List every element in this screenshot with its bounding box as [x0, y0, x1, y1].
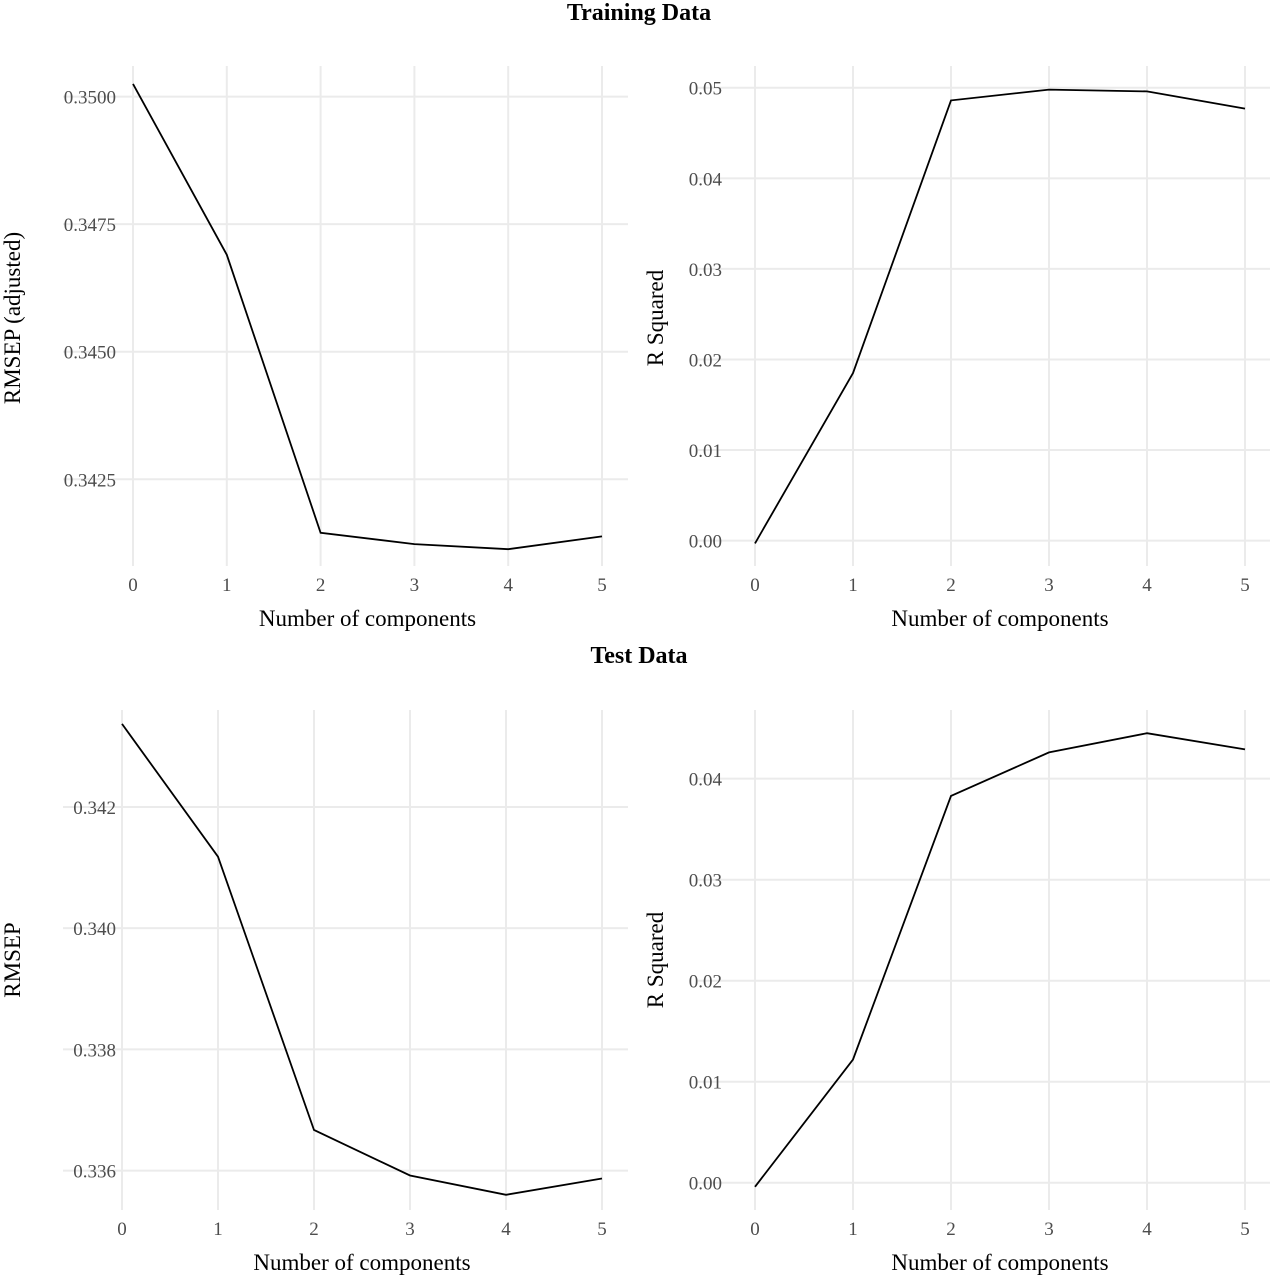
r-squared-train-chart: 0.00 0.01 0.02 0.03 0.04 0.05 0 1 2 3 4 5 Number of … — [643, 66, 1270, 631]
y-tick-label: 0.3450 — [64, 343, 116, 364]
y-tick-label: 0.05 — [689, 79, 722, 100]
x-tick-label: 1 — [222, 575, 232, 596]
x-tick-label: 3 — [1044, 1219, 1054, 1240]
test-data-title: Test Data — [590, 643, 688, 669]
y-tick-label: 0.00 — [689, 1174, 722, 1195]
y-tick-label: 0.04 — [689, 169, 723, 190]
x-tick-label: 5 — [597, 1219, 607, 1240]
y-axis-title: R Squared — [643, 269, 668, 366]
x-tick-label: 4 — [503, 575, 513, 596]
y-tick-label: 0.340 — [73, 919, 116, 940]
rmsep-adjusted-train-chart: 0.3425 0.3450 0.3475 0.3500 0 1 2 3 4 5 Number of … — [0, 66, 628, 631]
x-tick-label: 2 — [316, 575, 326, 596]
x-tick-label: 1 — [848, 575, 858, 596]
y-tick-label: 0.3500 — [64, 88, 116, 109]
x-tick-label: 4 — [501, 1219, 511, 1240]
x-tick-label: 3 — [1044, 575, 1054, 596]
y-tick-label: 0.03 — [689, 260, 722, 281]
x-tick-label: 4 — [1142, 575, 1152, 596]
x-tick-label: 2 — [309, 1219, 319, 1240]
x-tick-label: 1 — [848, 1219, 858, 1240]
x-axis-title: Number of components — [259, 606, 476, 631]
y-tick-label: 0.02 — [689, 350, 722, 371]
y-tick-label: 0.04 — [689, 770, 723, 791]
y-tick-label: 0.338 — [73, 1040, 116, 1061]
y-tick-label: 0.00 — [689, 532, 722, 553]
x-tick-label: 0 — [117, 1219, 127, 1240]
y-tick-label: 0.01 — [689, 1073, 722, 1094]
x-tick-label: 5 — [1240, 575, 1250, 596]
y-tick-label: 0.336 — [73, 1162, 116, 1183]
x-tick-label: 2 — [946, 1219, 956, 1240]
x-tick-label: 2 — [946, 575, 956, 596]
x-axis-title: Number of components — [253, 1250, 470, 1275]
y-axis-title: RMSEP — [0, 922, 25, 997]
x-tick-label: 3 — [405, 1219, 415, 1240]
x-tick-label: 0 — [128, 575, 138, 596]
y-tick-label: 0.01 — [689, 441, 722, 462]
y-tick-label: 0.342 — [73, 798, 116, 819]
x-tick-label: 4 — [1142, 1219, 1152, 1240]
x-axis-title: Number of components — [891, 606, 1108, 631]
training-data-title: Training Data — [566, 0, 712, 26]
y-tick-label: 0.3425 — [64, 470, 116, 491]
x-tick-label: 0 — [750, 575, 760, 596]
x-tick-label: 3 — [410, 575, 420, 596]
series-line — [132, 83, 603, 551]
x-tick-label: 5 — [1240, 1219, 1250, 1240]
x-tick-label: 5 — [597, 575, 607, 596]
series-line — [121, 723, 603, 1196]
y-axis-title: RMSEP (adjusted) — [0, 232, 25, 404]
x-tick-label: 0 — [750, 1219, 760, 1240]
series-line — [754, 88, 1246, 544]
y-tick-label: 0.02 — [689, 972, 722, 993]
y-tick-label: 0.3475 — [64, 215, 116, 236]
x-tick-label: 1 — [213, 1219, 223, 1240]
y-tick-label: 0.03 — [689, 871, 722, 892]
series-line — [754, 732, 1246, 1188]
y-axis-title: R Squared — [643, 911, 668, 1008]
rmsep-test-chart: 0.336 0.338 0.340 0.342 0 1 2 3 4 5 Number of comp… — [0, 710, 628, 1275]
x-axis-title: Number of components — [891, 1250, 1108, 1275]
